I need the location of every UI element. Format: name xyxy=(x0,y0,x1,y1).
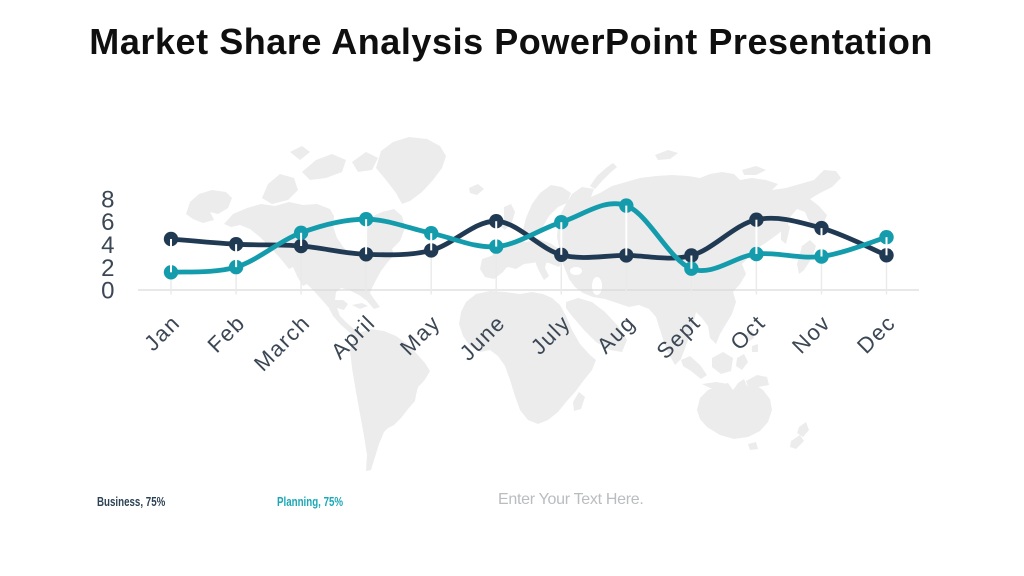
svg-text:2: 2 xyxy=(101,255,114,282)
svg-text:Oct: Oct xyxy=(725,310,770,355)
svg-text:0: 0 xyxy=(101,278,114,305)
svg-text:4: 4 xyxy=(101,232,114,259)
svg-text:Feb: Feb xyxy=(202,310,250,358)
svg-text:8: 8 xyxy=(101,186,114,213)
svg-text:March: March xyxy=(249,310,315,376)
svg-text:6: 6 xyxy=(101,209,114,236)
svg-text:Dec: Dec xyxy=(852,310,901,359)
svg-text:Nov: Nov xyxy=(787,310,836,359)
svg-text:Jan: Jan xyxy=(139,310,185,356)
